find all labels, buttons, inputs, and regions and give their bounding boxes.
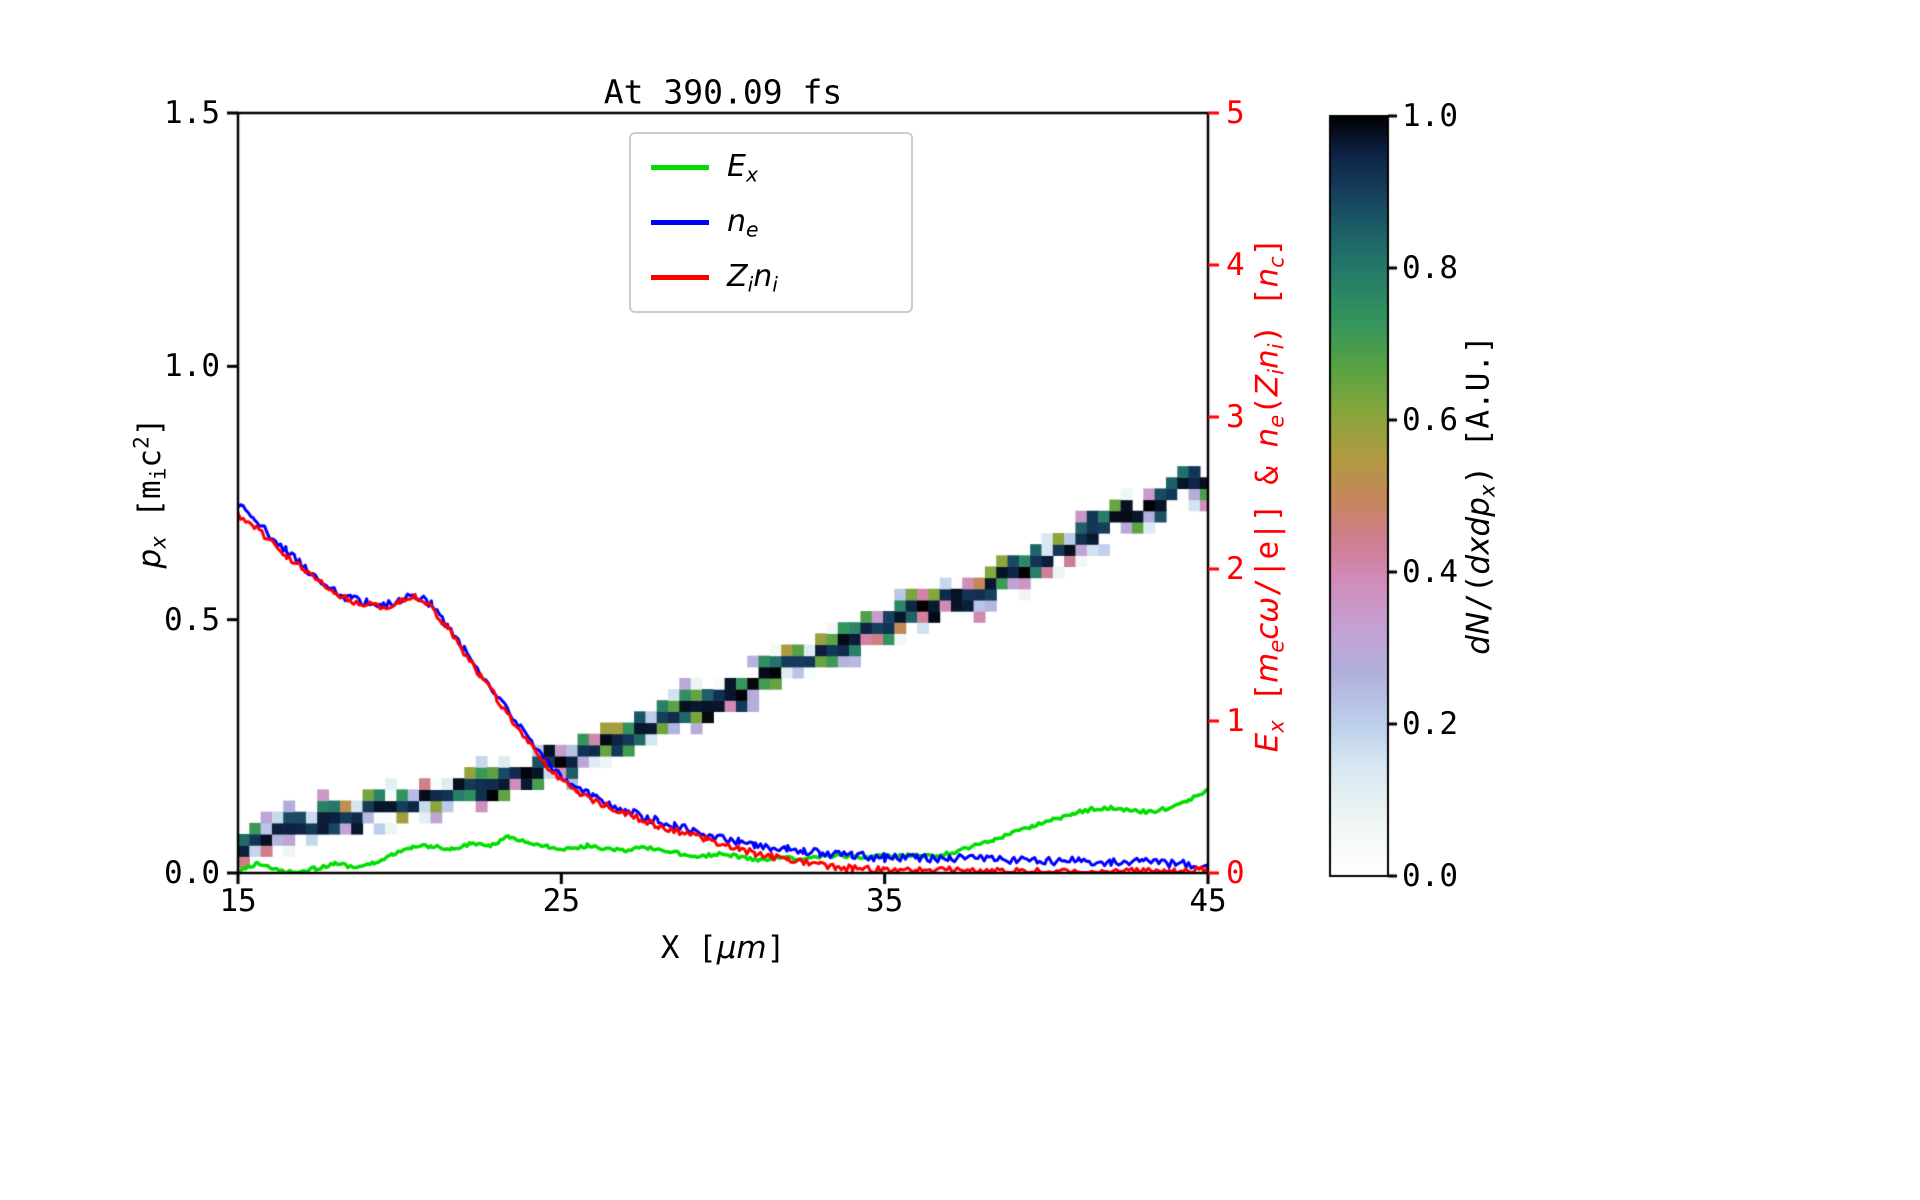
y-tick-label-left: 1.5 [164, 95, 220, 131]
label-segment: n [1249, 267, 1286, 288]
label-segment: m [131, 480, 168, 499]
legend-item-Zini: Zini [631, 259, 911, 297]
colorbar-tick-label: 0.4 [1402, 554, 1458, 590]
colorbar-tick-label: 1.0 [1402, 98, 1458, 134]
y-tick-label-right: 2 [1226, 551, 1245, 587]
label-segment: & [1249, 447, 1286, 504]
label-segment: ] [1249, 237, 1286, 257]
label-segment: /( [1460, 574, 1497, 612]
legend: Ex ne Zini [629, 132, 913, 313]
x-axis-label: X [μm] [661, 932, 786, 964]
label-segment: [ [131, 498, 168, 537]
label-segment: dN [1460, 611, 1497, 655]
y-tick-label-right: 5 [1226, 95, 1245, 131]
legend-item-label: ne [727, 204, 759, 242]
label-segment: i [1263, 343, 1289, 350]
label-segment: ] [131, 417, 168, 437]
label-segment: c [131, 448, 168, 468]
legend-line-sample [651, 164, 709, 170]
legend-item-label: Zini [727, 259, 778, 297]
y-tick-label-right: 1 [1226, 703, 1245, 739]
label-segment: ) [1249, 324, 1286, 344]
label-segment: n [727, 203, 747, 239]
label-segment: Z [1249, 374, 1286, 397]
label-segment: [ [1249, 682, 1286, 721]
legend-item-Ex: Ex [631, 149, 911, 187]
y-tick-label-right: 4 [1226, 247, 1245, 283]
label-segment: x [1474, 484, 1500, 498]
label-segment: x [1263, 720, 1289, 733]
plot-title: At 390.09 fs [603, 72, 843, 112]
label-segment: i [747, 272, 754, 297]
label-segment: X [ [660, 930, 717, 966]
label-segment: 2 [128, 436, 154, 449]
y-tick-label-left: 1.0 [164, 348, 220, 385]
label-segment: n [1249, 427, 1286, 448]
label-segment: e [746, 217, 759, 242]
x-tick-label: 25 [542, 883, 580, 919]
label-segment: ) [1460, 465, 1497, 485]
label-segment: x [745, 162, 759, 187]
label-segment: n [1249, 349, 1286, 370]
colorbar-tick-label: 0.6 [1402, 402, 1458, 438]
legend-item-ne: ne [631, 204, 911, 242]
label-segment: E [727, 148, 746, 184]
y-axis-label-right: Ex [mecω/|e|] & ne(Zini) [nc] [1249, 237, 1293, 753]
label-segment: /|e|] [1249, 503, 1286, 597]
label-segment: e [1263, 639, 1289, 653]
label-segment: E [1249, 732, 1286, 753]
label-segment: i [772, 272, 778, 297]
label-segment: x [145, 536, 171, 549]
label-segment: p [131, 548, 168, 569]
y-tick-label-left: 0.0 [164, 855, 220, 891]
y-tick-label-left: 0.5 [164, 601, 220, 638]
label-segment: [ [1249, 287, 1286, 325]
label-segment: dxdp [1460, 497, 1497, 575]
x-tick-label: 15 [219, 883, 257, 919]
label-segment: n [753, 258, 773, 294]
label-segment: ( [1249, 396, 1286, 415]
colorbar-tick-label: 0.0 [1402, 858, 1458, 894]
x-tick-label: 35 [865, 883, 904, 919]
legend-line-sample [651, 274, 709, 280]
label-segment: μm [716, 930, 767, 966]
label-segment: ] [766, 930, 786, 966]
x-tick-label: 45 [1189, 883, 1227, 919]
label-segment: i [145, 467, 171, 481]
label-segment: Z [727, 258, 748, 294]
y-axis-label-left: px [mic2] [125, 418, 174, 569]
y-tick-label-right: 3 [1226, 399, 1245, 435]
y-tick-label-right: 0 [1226, 855, 1245, 891]
colorbar-label: dN/(dxdpx) [A.U.] [1460, 335, 1504, 655]
label-segment: m [1249, 652, 1286, 683]
label-segment: e [1263, 414, 1289, 428]
label-segment: cω [1249, 596, 1286, 640]
label-segment: [A.U.] [1460, 335, 1497, 466]
legend-item-label: Ex [727, 149, 758, 187]
colorbar-tick-label: 0.2 [1402, 706, 1458, 742]
legend-line-sample [651, 219, 709, 225]
label-segment: c [1263, 256, 1289, 268]
colorbar-tick-label: 0.8 [1402, 250, 1458, 286]
label-segment: i [1263, 369, 1289, 375]
